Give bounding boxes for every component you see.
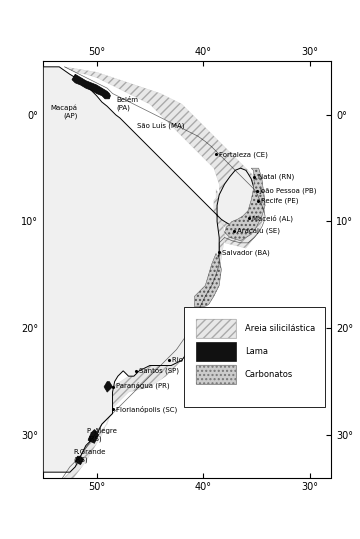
Polygon shape bbox=[104, 382, 113, 392]
Text: Santos (SP): Santos (SP) bbox=[139, 368, 179, 374]
Polygon shape bbox=[43, 67, 257, 472]
Text: Natal (RN): Natal (RN) bbox=[258, 174, 294, 180]
Text: Carbonatos: Carbonatos bbox=[245, 370, 293, 379]
Text: Salvador (BA): Salvador (BA) bbox=[222, 249, 270, 255]
Text: Fortaleza (CE): Fortaleza (CE) bbox=[219, 151, 268, 157]
Polygon shape bbox=[88, 430, 99, 444]
Text: R.Grande
(RS): R.Grande (RS) bbox=[73, 450, 105, 463]
Text: Recife (PE): Recife (PE) bbox=[261, 198, 298, 204]
Bar bbox=[196, 320, 236, 338]
Bar bbox=[196, 365, 236, 384]
Bar bbox=[196, 342, 236, 361]
Text: Lama: Lama bbox=[245, 347, 268, 356]
Polygon shape bbox=[225, 168, 265, 241]
Polygon shape bbox=[195, 253, 221, 307]
Text: João Pessoa (PB): João Pessoa (PB) bbox=[260, 188, 317, 194]
Text: Maceió (AL): Maceió (AL) bbox=[252, 215, 293, 222]
FancyBboxPatch shape bbox=[184, 307, 325, 407]
Text: Areia silicilástica: Areia silicilástica bbox=[245, 324, 315, 333]
Text: Aracaju (SE): Aracaju (SE) bbox=[237, 228, 280, 234]
Text: Belém
(PA): Belém (PA) bbox=[117, 98, 139, 111]
Text: P. Alegre
(RS): P. Alegre (RS) bbox=[87, 428, 117, 441]
Polygon shape bbox=[187, 317, 203, 339]
Bar bbox=[196, 320, 236, 338]
Polygon shape bbox=[75, 456, 84, 465]
Bar bbox=[196, 365, 236, 384]
Text: Rio de Janeiro (RJ): Rio de Janeiro (RJ) bbox=[172, 357, 235, 363]
Text: Vitória (ES): Vitória (ES) bbox=[203, 328, 242, 335]
Polygon shape bbox=[59, 67, 265, 483]
Text: Paranágua (PR): Paranágua (PR) bbox=[116, 383, 169, 390]
Text: São Luís (MA): São Luís (MA) bbox=[137, 123, 185, 130]
Text: Macapá
(AP): Macapá (AP) bbox=[50, 105, 77, 119]
Text: Florianópolis (SC): Florianópolis (SC) bbox=[116, 405, 177, 413]
Polygon shape bbox=[72, 74, 111, 99]
